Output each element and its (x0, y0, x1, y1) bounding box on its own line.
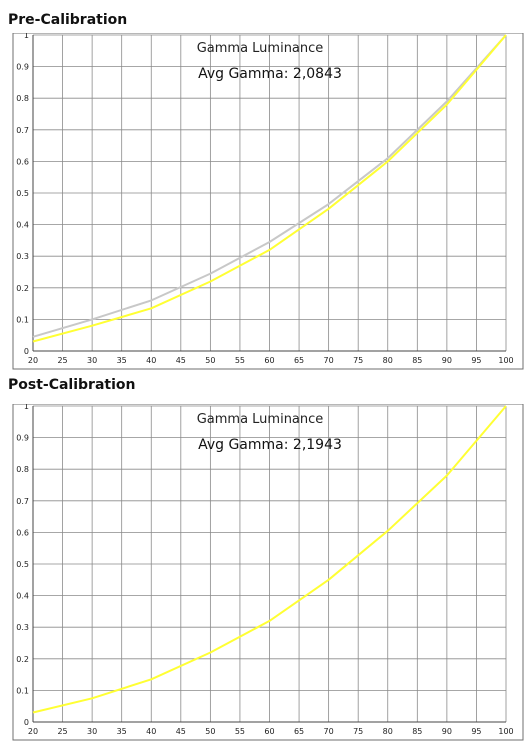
chart-subtitle-avg-gamma: Avg Gamma: 2,0843 (198, 66, 342, 82)
chart-pre-calibration: 0 0.1 0.2 0.3 0.4 0.5 0.6 0.7 0.8 0.9 1 20 25 30 35 40 4… (12, 33, 524, 370)
x-tick-label: 30 (87, 356, 97, 365)
y-tick-label: 0.4 (16, 592, 29, 601)
y-tick-label: 0.1 (16, 315, 29, 324)
chart-post-calibration: 0 0.1 0.2 0.3 0.4 0.5 0.6 0.7 0.8 0.9 1 20 25 30 35 40 4… (12, 404, 524, 741)
x-tick-label: 80 (383, 356, 393, 365)
y-tick-label: 0.9 (16, 434, 29, 443)
x-tick-label: 90 (442, 356, 452, 365)
series-line-2 (32, 34, 507, 343)
chart-title: Gamma Luminance (197, 41, 324, 56)
x-tick-label: 60 (264, 727, 274, 736)
x-tick-label: 95 (471, 727, 481, 736)
x-tick-label: 70 (324, 727, 334, 736)
x-tick-label: 85 (412, 727, 422, 736)
x-tick-label: 50 (205, 356, 215, 365)
y-tick-label: 0.5 (16, 560, 29, 569)
chart-subtitle-avg-gamma: Avg Gamma: 2,1943 (198, 437, 342, 453)
x-tick-label: 70 (324, 356, 334, 365)
x-tick-label: 45 (176, 727, 186, 736)
chart-frame (12, 33, 524, 370)
x-tick-label: 75 (353, 727, 363, 736)
y-tick-label: 0.3 (16, 623, 29, 632)
y-tick-label: 1 (24, 33, 29, 40)
series-line-1 (32, 405, 507, 714)
y-tick-label: 0.8 (16, 465, 29, 474)
x-tick-label: 40 (146, 356, 156, 365)
x-tick-label: 85 (412, 356, 422, 365)
x-tick-label: 95 (471, 356, 481, 365)
x-tick-label: 25 (57, 356, 67, 365)
y-tick-label: 0.8 (16, 94, 29, 103)
section-title-pre-calibration: Pre-Calibration (8, 12, 128, 28)
chart-title: Gamma Luminance (197, 412, 324, 427)
y-tick-label: 1 (24, 404, 29, 411)
y-tick-label: 0.7 (16, 126, 29, 135)
x-tick-label: 50 (205, 727, 215, 736)
y-tick-label: 0 (24, 718, 29, 727)
x-tick-label: 35 (117, 356, 127, 365)
y-tick-label: 0.1 (16, 686, 29, 695)
y-tick-label: 0.2 (16, 284, 29, 293)
x-tick-label: 90 (442, 727, 452, 736)
x-tick-label: 65 (294, 356, 304, 365)
y-tick-label: 0.6 (16, 528, 29, 537)
y-tick-label: 0.4 (16, 221, 29, 230)
x-tick-label: 80 (383, 727, 393, 736)
x-tick-label: 25 (57, 727, 67, 736)
y-tick-label: 0.2 (16, 655, 29, 664)
x-tick-label: 60 (264, 356, 274, 365)
x-tick-label: 55 (235, 356, 245, 365)
y-tick-label: 0.6 (16, 157, 29, 166)
x-tick-label: 55 (235, 727, 245, 736)
x-tick-label: 35 (117, 727, 127, 736)
y-tick-label: 0.7 (16, 497, 29, 506)
y-tick-label: 0.9 (16, 63, 29, 72)
y-tick-label: 0.5 (16, 189, 29, 198)
x-tick-label: 20 (28, 356, 38, 365)
section-title-post-calibration: Post-Calibration (8, 377, 136, 393)
x-tick-label: 45 (176, 356, 186, 365)
series-line-1 (32, 34, 507, 338)
chart-frame (12, 404, 524, 741)
x-tick-label: 40 (146, 727, 156, 736)
x-tick-label: 30 (87, 727, 97, 736)
x-tick-label: 20 (28, 727, 38, 736)
x-tick-label: 100 (498, 727, 513, 736)
x-tick-label: 100 (498, 356, 513, 365)
y-tick-label: 0.3 (16, 252, 29, 261)
y-tick-label: 0 (24, 347, 29, 356)
x-tick-label: 65 (294, 727, 304, 736)
x-tick-label: 75 (353, 356, 363, 365)
